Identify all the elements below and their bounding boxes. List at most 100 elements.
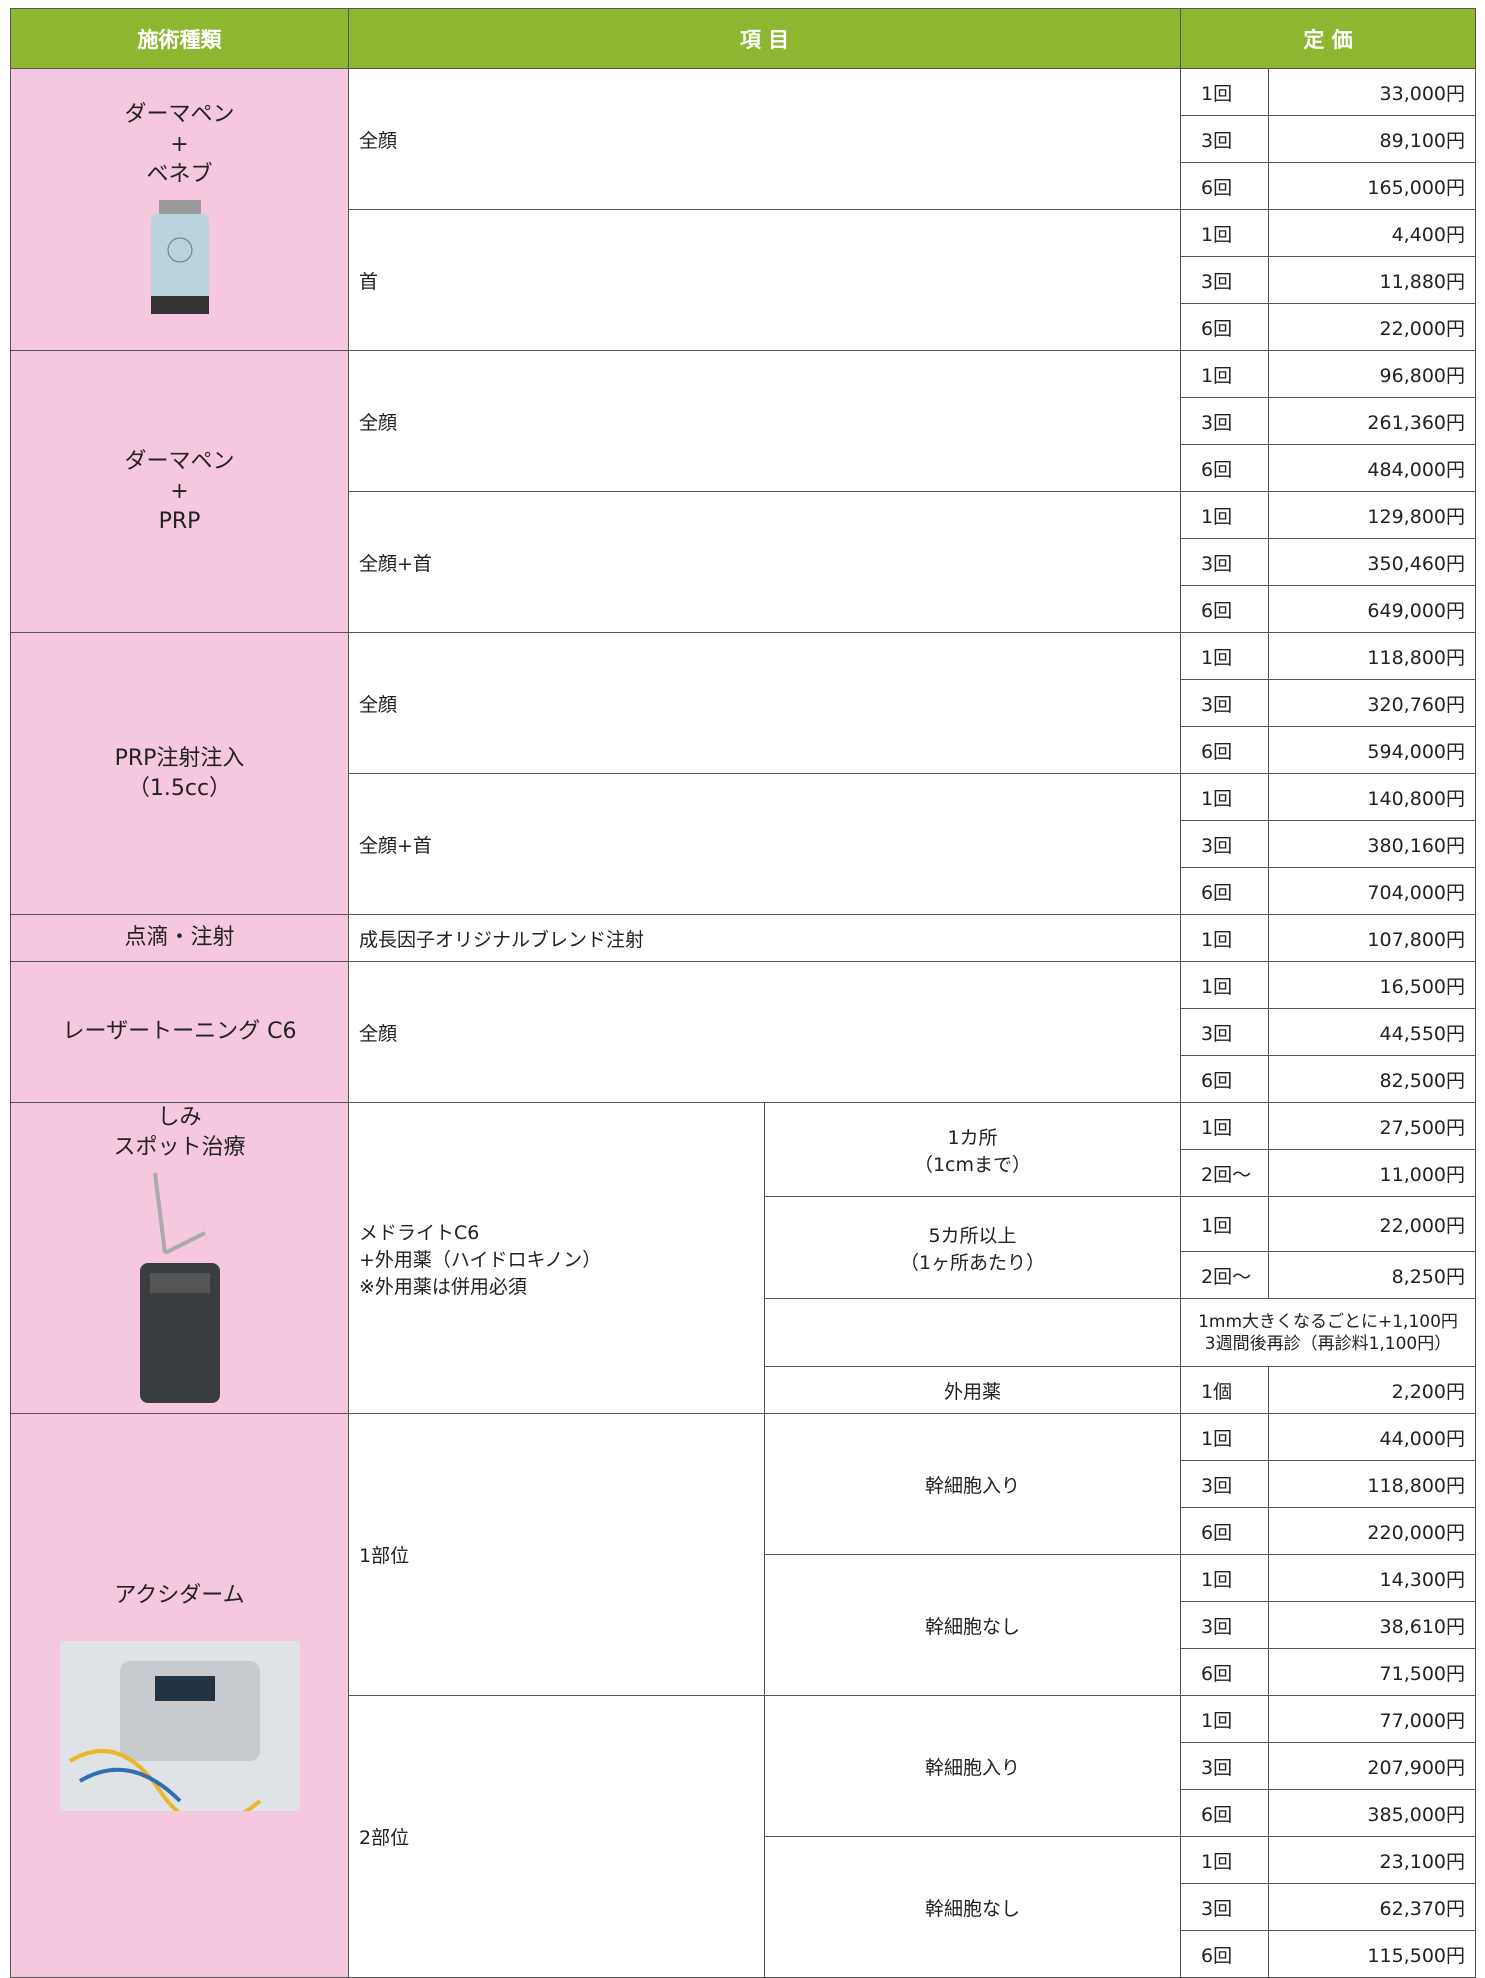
- price-cell: 704,000円: [1268, 867, 1476, 915]
- sub-item-cell: 5カ所以上 （1ヶ所あたり）: [764, 1196, 1181, 1299]
- text-line: アクシダーム: [114, 1582, 245, 1608]
- count-cell: 3回: [1180, 1601, 1269, 1649]
- sub-item-cell: 外用薬: [764, 1366, 1181, 1414]
- table-row: 外用薬 1個 2,200円: [11, 1366, 1476, 1414]
- item-cell: 全顔+首: [348, 773, 1181, 915]
- sub-item-cell: 幹細胞なし: [764, 1836, 1181, 1978]
- count-cell: 1回: [1180, 632, 1269, 680]
- table-row: 3回 261,360円: [11, 397, 1476, 445]
- sub-item-cell: 幹細胞なし: [764, 1554, 1181, 1696]
- text-line: レーザートーニング C6: [62, 1019, 297, 1044]
- sub-item-cell: [764, 1298, 1181, 1367]
- table-row: 6回 82,500円: [11, 1055, 1476, 1103]
- item-cell: 全顔+首: [348, 491, 1181, 633]
- price-table: 施術種類 項 目 定 価 ダーマペン + ベネブ 全顔 1回 33,000円 3回 89,10…: [10, 8, 1476, 1978]
- count-cell: 6回: [1180, 1930, 1269, 1978]
- table-row: 3回 118,800円: [11, 1460, 1476, 1508]
- treatment-type: PRP注射注入 （1.5cc）: [21, 744, 338, 804]
- text-line: 5カ所以上: [928, 1224, 1017, 1247]
- price-cell: 220,000円: [1268, 1507, 1476, 1555]
- text-line: （1.5cc）: [127, 775, 232, 801]
- text-line: ベネブ: [146, 161, 213, 187]
- count-cell: 1回: [1180, 491, 1269, 539]
- count-cell: 3回: [1180, 1008, 1269, 1056]
- price-cell: 484,000円: [1268, 444, 1476, 492]
- count-cell: 6回: [1180, 726, 1269, 774]
- text-line: スポット治療: [113, 1135, 246, 1160]
- price-cell: 82,500円: [1268, 1055, 1476, 1103]
- price-cell: 385,000円: [1268, 1789, 1476, 1837]
- table-row: 点滴・注射 成長因子オリジナルブレンド注射 1回 107,800円: [10, 914, 1476, 962]
- table-row: 2回～ 8,250円: [11, 1251, 1476, 1299]
- table-row: 3回 11,880円: [11, 256, 1476, 304]
- price-cell: 14,300円: [1268, 1554, 1476, 1602]
- vial-image: [150, 199, 209, 314]
- text-line: ダーマペン: [124, 101, 235, 127]
- count-cell: 1回: [1180, 1413, 1269, 1461]
- count-cell: 6回: [1180, 1789, 1269, 1837]
- text-line: PRP注射注入: [114, 745, 245, 771]
- count-cell: 1回: [1180, 1102, 1269, 1150]
- table-row: 1mm大きくなるごとに+1,100円 3週間後再診（再診料1,100円）: [11, 1298, 1476, 1367]
- price-cell: 62,370円: [1268, 1883, 1476, 1931]
- count-cell: 3回: [1180, 256, 1269, 304]
- count-cell: 1回: [1180, 1836, 1269, 1884]
- count-cell: 3回: [1180, 538, 1269, 586]
- sub-item-cell: 1カ所 （1cmまで）: [764, 1102, 1181, 1197]
- table-row: 2回～ 11,000円: [11, 1149, 1476, 1197]
- price-cell: 2,200円: [1268, 1366, 1476, 1414]
- price-cell: 11,000円: [1268, 1149, 1476, 1197]
- table-row: 6回 484,000円: [11, 444, 1476, 492]
- table-row: しみ スポット治療 メドライトC6 +外用薬（ハイドロキノン） ※外用薬は併用必須 1カ所…: [10, 1102, 1476, 1414]
- price-cell: 380,160円: [1268, 820, 1476, 868]
- price-cell: 129,800円: [1268, 491, 1476, 539]
- table-row: 3回 350,460円: [11, 538, 1476, 586]
- table-row: ダーマペン + PRP 全顔 1回 96,800円: [10, 350, 1476, 633]
- count-cell: 6回: [1180, 585, 1269, 633]
- table-row: 6回 71,500円: [11, 1648, 1476, 1696]
- item-cell: 1部位: [348, 1413, 765, 1696]
- table-body: ダーマペン + ベネブ 全顔 1回 33,000円 3回 89,100円 6回 165,000円首…: [10, 68, 1476, 1978]
- count-cell: 1個: [1180, 1366, 1269, 1414]
- treatment-type: ダーマペン + PRP: [21, 447, 338, 537]
- price-cell: 44,550円: [1268, 1008, 1476, 1056]
- treatment-type-cell: ダーマペン + PRP: [10, 350, 349, 633]
- table-row: 2部位 幹細胞入り 1回 77,000円: [11, 1695, 1476, 1978]
- price-cell: 96,800円: [1268, 350, 1476, 398]
- price-cell: 22,000円: [1268, 1196, 1476, 1252]
- count-cell: 6回: [1180, 867, 1269, 915]
- item-cell: 全顔: [348, 350, 1181, 492]
- price-cell: 38,610円: [1268, 1601, 1476, 1649]
- price-cell: 118,800円: [1268, 632, 1476, 680]
- count-cell: 1回: [1180, 350, 1269, 398]
- text-line: PRP: [158, 508, 201, 534]
- item-cell: メドライトC6 +外用薬（ハイドロキノン） ※外用薬は併用必須: [348, 1102, 765, 1414]
- text-line: ダーマペン: [124, 448, 235, 474]
- count-cell: 2回～: [1180, 1251, 1269, 1299]
- price-cell: 115,500円: [1268, 1930, 1476, 1978]
- text-line: +: [170, 478, 189, 504]
- table-row: ダーマペン + ベネブ 全顔 1回 33,000円: [10, 68, 1476, 351]
- count-cell: 3回: [1180, 1883, 1269, 1931]
- count-cell: 1回: [1180, 1554, 1269, 1602]
- count-cell: 3回: [1180, 115, 1269, 163]
- price-cell: 71,500円: [1268, 1648, 1476, 1696]
- header-cell: 施術種類: [10, 8, 349, 69]
- table-row: アクシダーム 1部位 幹細胞入り 1回 44,000円: [10, 1413, 1476, 1978]
- table-row: 幹細胞なし 1回 14,300円: [11, 1554, 1476, 1696]
- text-line: 1カ所: [947, 1126, 998, 1149]
- table-row: 3回 62,370円: [11, 1883, 1476, 1931]
- table-row: 首 1回 4,400円: [11, 209, 1476, 351]
- price-cell: 33,000円: [1268, 68, 1476, 116]
- price-cell: 23,100円: [1268, 1836, 1476, 1884]
- treatment-type-cell: ダーマペン + ベネブ: [10, 68, 349, 351]
- price-cell: 107,800円: [1268, 914, 1476, 962]
- treatment-type: レーザートーニング C6: [21, 1017, 338, 1047]
- header-row: 施術種類 項 目 定 価: [10, 8, 1476, 69]
- item-cell: 2部位: [348, 1695, 765, 1978]
- price-cell: 77,000円: [1268, 1695, 1476, 1743]
- treatment-type: しみ スポット治療: [21, 1104, 338, 1164]
- text-line: （1cmまで）: [913, 1153, 1032, 1176]
- table-row: 3回 44,550円: [11, 1008, 1476, 1056]
